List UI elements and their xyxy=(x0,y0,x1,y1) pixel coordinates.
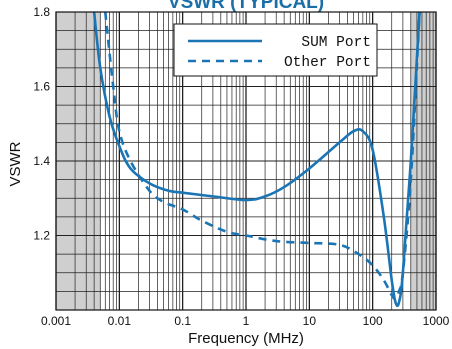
x-tick-label: 0.1 xyxy=(174,314,191,328)
series-lines xyxy=(92,12,421,308)
legend-label-other-port: Other Port xyxy=(284,55,371,71)
chart-title: VSWR (TYPICAL) xyxy=(168,0,324,13)
x-axis-title: Frequency (MHz) xyxy=(188,330,304,347)
y-axis-title: VSWR xyxy=(7,141,24,186)
x-tick-label: 10 xyxy=(303,314,317,328)
legend: SUM Port Other Port xyxy=(173,23,378,77)
legend-box xyxy=(173,23,378,77)
series-line-other-port xyxy=(103,12,421,301)
x-tick-label: 100 xyxy=(363,314,383,328)
legend-label-sum-port: SUM Port xyxy=(301,35,371,51)
x-tick-label: 0.001 xyxy=(41,314,71,328)
x-tick-label: 0.01 xyxy=(108,314,132,328)
y-tick-label: 1.2 xyxy=(33,229,50,243)
y-tick-label: 1.4 xyxy=(33,154,50,168)
y-tick-label: 1.6 xyxy=(33,80,50,94)
series-line-sum-port xyxy=(92,12,421,308)
x-tick-labels: 0.001 0.01 0.1 1 10 100 1000 xyxy=(41,314,450,328)
plot-frame xyxy=(55,11,437,311)
y-tick-label: 1.8 xyxy=(33,5,50,19)
x-tick-label: 1000 xyxy=(423,314,450,328)
y-tick-labels: 1.2 1.4 1.6 1.8 xyxy=(33,5,50,243)
x-tick-label: 1 xyxy=(243,314,250,328)
